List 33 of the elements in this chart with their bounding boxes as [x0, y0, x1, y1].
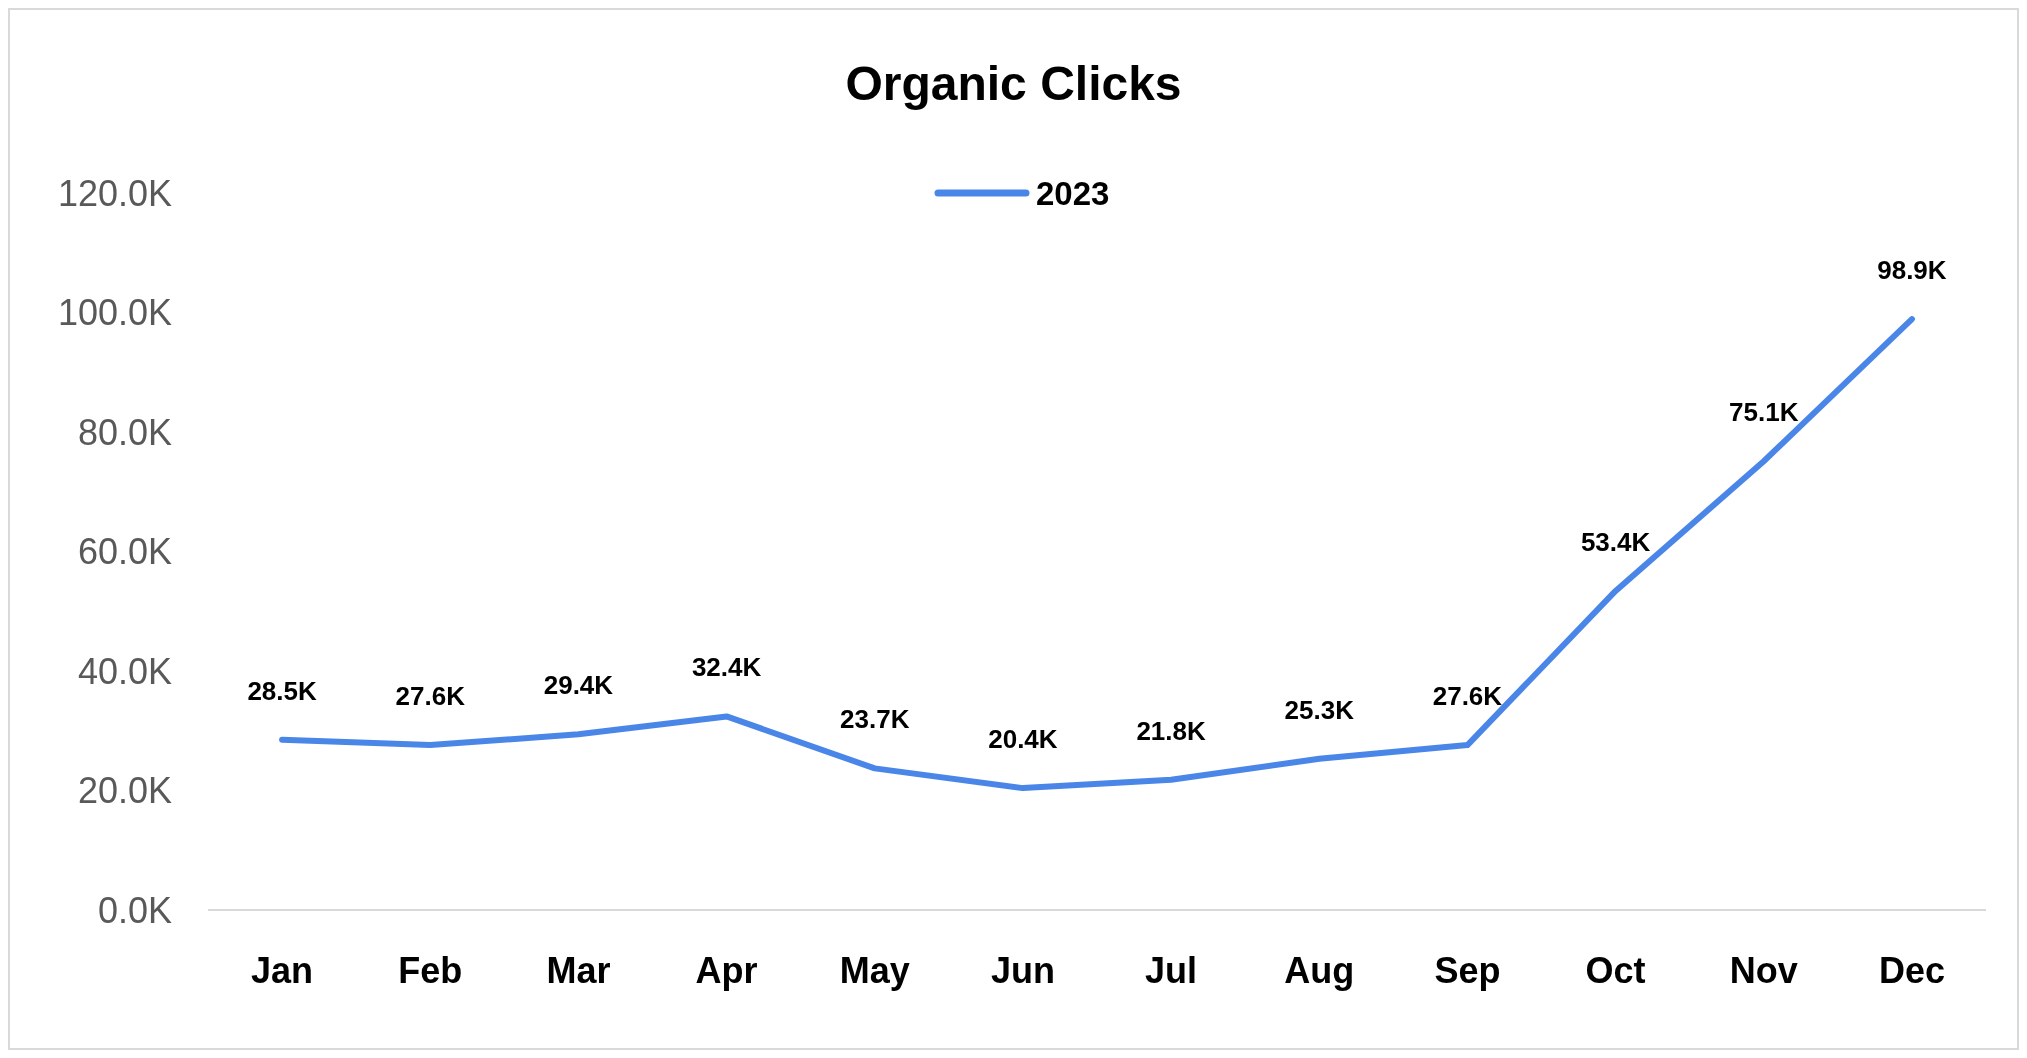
x-tick-label: Jun: [990, 949, 1055, 991]
data-label: 27.6K: [1432, 681, 1503, 712]
y-tick-label: 60.0K: [77, 531, 172, 573]
data-label: 23.7K: [840, 704, 910, 735]
chart-title: Organic Clicks: [845, 57, 1182, 110]
x-tick-label: Dec: [1878, 949, 1945, 991]
y-tick-label: 0.0K: [97, 889, 172, 931]
y-tick-label: 20.0K: [77, 770, 172, 812]
x-tick-label: Mar: [546, 949, 611, 991]
data-label: 98.9K: [1877, 255, 1947, 286]
legend-label: 2023: [1036, 174, 1110, 212]
data-label: 29.4K: [543, 670, 614, 701]
x-tick-label: Jan: [251, 949, 314, 991]
x-tick-label: Jul: [1145, 949, 1198, 991]
data-label: 21.8K: [1136, 715, 1206, 746]
data-label: 27.6K: [395, 681, 466, 712]
x-tick-label: Feb: [398, 949, 463, 991]
data-label: 20.4K: [988, 724, 1058, 755]
y-tick-label: 40.0K: [77, 650, 172, 692]
x-tick-label: May: [839, 949, 910, 991]
x-tick-label: Apr: [695, 949, 758, 991]
x-tick-label: Oct: [1585, 949, 1646, 991]
y-tick-label: 120.0K: [57, 172, 172, 214]
y-tick-label: 80.0K: [77, 411, 172, 453]
x-tick-label: Sep: [1434, 949, 1501, 991]
data-label: 25.3K: [1284, 694, 1355, 725]
data-label: 28.5K: [247, 675, 317, 706]
x-tick-label: Aug: [1284, 949, 1355, 991]
y-tick-label: 100.0K: [57, 292, 172, 334]
data-label: 53.4K: [1580, 526, 1651, 557]
data-label: 75.1K: [1729, 397, 1799, 428]
x-tick-label: Nov: [1729, 949, 1798, 991]
data-label: 32.4K: [691, 652, 762, 683]
